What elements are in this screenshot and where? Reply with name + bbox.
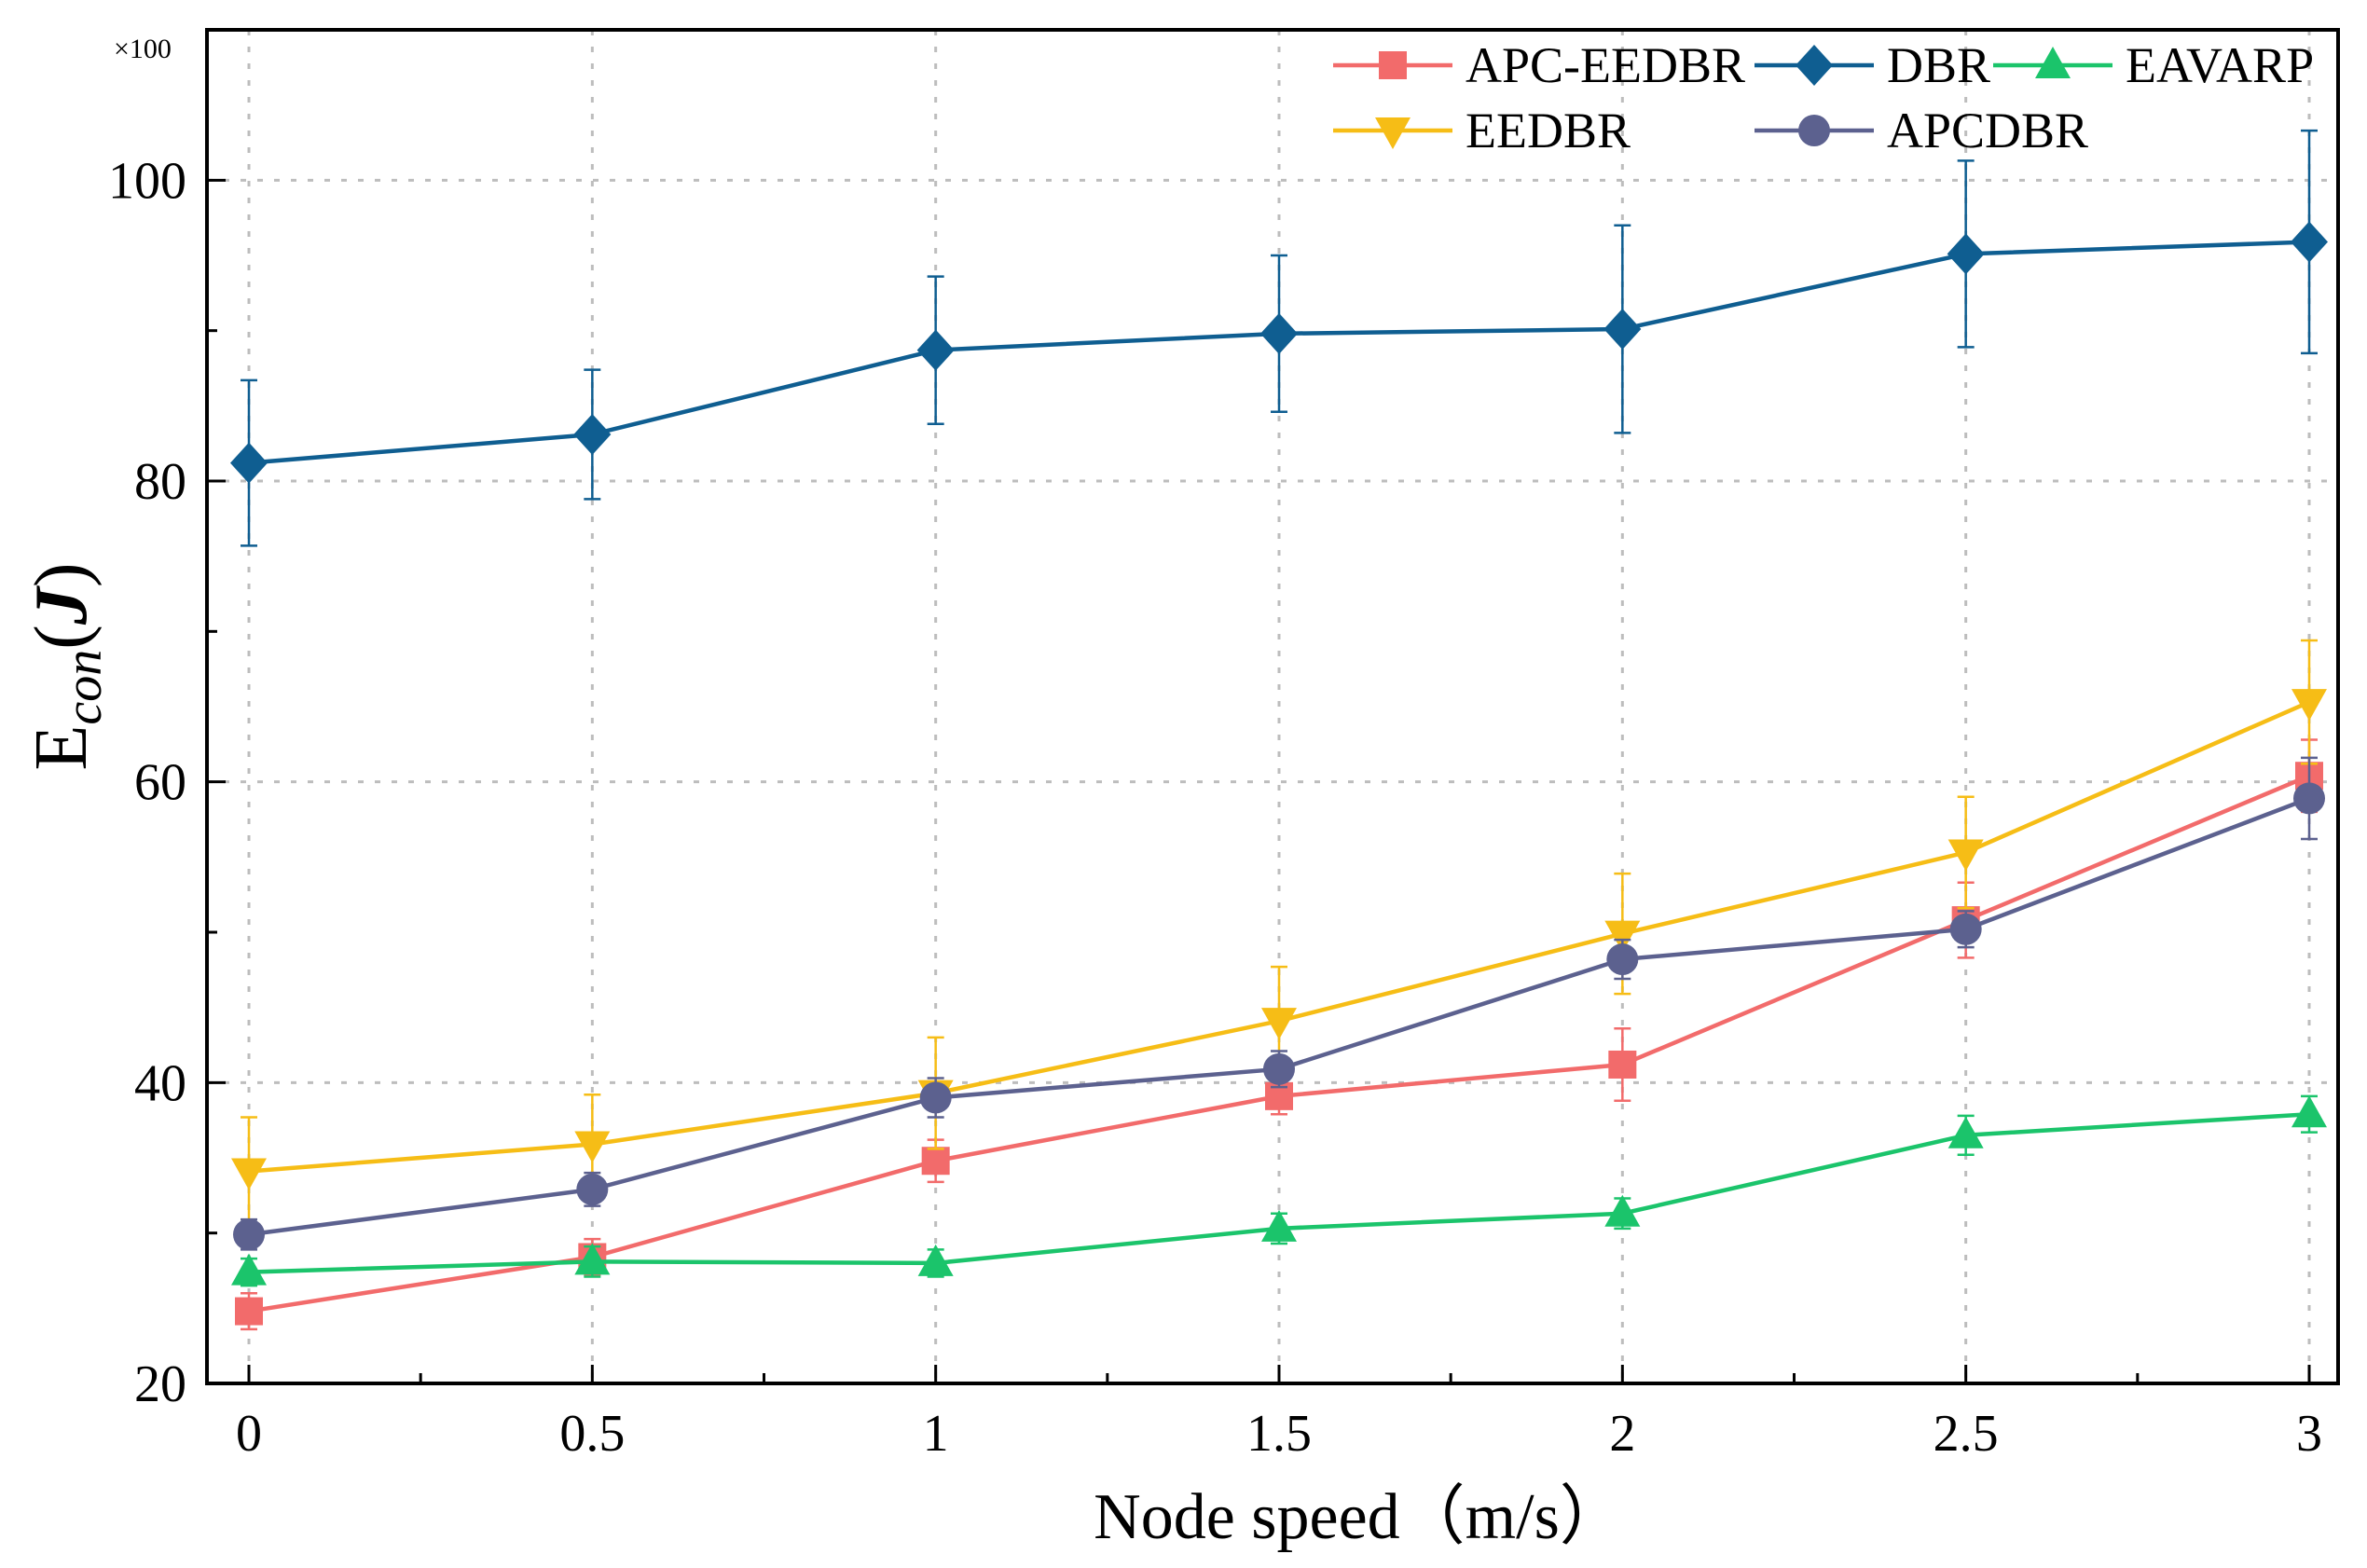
- legend-label: APCDBR: [1887, 103, 2088, 158]
- y-tick-label: 40: [134, 1054, 186, 1112]
- plot-frame: [205, 28, 2340, 1385]
- y-tick-label: 60: [134, 754, 186, 812]
- data-point: [916, 329, 955, 371]
- data-point: [573, 413, 612, 455]
- legend: APC-EEDBR DBR EAVARP EEDBR APCDBR: [1333, 37, 2314, 158]
- axis-layer: ×100 Node speed（m/s） Econ(J) 0 0.5 1 1.5 2 2.…: [21, 34, 2322, 1553]
- data-point: [2291, 1095, 2327, 1128]
- data-point: [1260, 312, 1298, 354]
- data-point: [1261, 1008, 1297, 1040]
- series-layer: [230, 129, 2328, 1331]
- legend-label: EEDBR: [1466, 103, 1631, 158]
- y-axis-title-open-paren: (: [21, 625, 103, 650]
- data-point: [1603, 309, 1642, 351]
- x-tick-label: 0.5: [559, 1405, 625, 1463]
- legend-swatch-marker: [1798, 115, 1830, 146]
- data-point: [1261, 1209, 1297, 1242]
- data-point: [574, 1243, 611, 1275]
- x-tick-label: 2: [1609, 1405, 1635, 1463]
- legend-item: APCDBR: [1755, 103, 2088, 158]
- data-point: [1949, 913, 1982, 945]
- plot-area-border: [205, 28, 2340, 1385]
- data-point: [2291, 221, 2328, 263]
- data-point: [233, 1218, 265, 1251]
- data-point: [1947, 233, 1985, 275]
- legend-label: DBR: [1887, 37, 1990, 93]
- data-point: [2291, 689, 2327, 722]
- data-point: [921, 1147, 950, 1176]
- data-point: [919, 1081, 952, 1114]
- legend-swatch-marker: [1375, 117, 1411, 149]
- y-axis-title-subscript: con: [55, 650, 113, 725]
- legend-label: APC-EEDBR: [1466, 37, 1745, 93]
- series-eavarp: [231, 1094, 2327, 1287]
- data-point: [2293, 782, 2325, 815]
- data-point: [231, 1253, 267, 1286]
- legend-item: DBR: [1755, 37, 1990, 93]
- y-tick-label: 100: [108, 152, 186, 210]
- y-axis-title-close-paren: ): [21, 562, 103, 587]
- series-dbr: [230, 129, 2328, 547]
- y-axis-multiplier: ×100: [114, 34, 172, 64]
- x-tick-label: 1.5: [1246, 1405, 1312, 1463]
- data-point: [1947, 839, 1984, 872]
- y-axis-title-main: E: [21, 725, 103, 771]
- data-point: [1263, 1052, 1295, 1085]
- x-tick-label: 2.5: [1934, 1405, 1999, 1463]
- data-point: [231, 1158, 267, 1190]
- data-point: [235, 1297, 263, 1326]
- data-point: [1606, 943, 1639, 976]
- legend-label: EAVARP: [2126, 37, 2314, 93]
- data-point: [230, 442, 268, 484]
- x-tick-label: 3: [2296, 1405, 2322, 1463]
- data-point: [576, 1173, 609, 1205]
- y-axis-title: Econ(J): [21, 562, 113, 770]
- legend-item: APC-EEDBR: [1333, 37, 1745, 93]
- data-point: [1608, 1050, 1637, 1079]
- data-point: [574, 1131, 611, 1163]
- data-point: [1604, 920, 1641, 953]
- legend-swatch-marker: [2035, 47, 2071, 78]
- data-point: [917, 1244, 954, 1276]
- x-axis-title: Node speed（m/s）: [1094, 1481, 1625, 1553]
- x-tick-label: 0: [236, 1405, 262, 1463]
- data-point: [1604, 1194, 1641, 1227]
- x-tick-label: 1: [923, 1405, 949, 1463]
- data-point: [1947, 1116, 1984, 1148]
- y-axis-title-unit: J: [21, 585, 103, 626]
- series-apcdbr: [233, 756, 2325, 1251]
- grid-layer: [207, 30, 2338, 1383]
- legend-item: EAVARP: [1993, 37, 2314, 93]
- y-tick-label: 80: [134, 453, 186, 511]
- legend-swatch-marker: [1796, 45, 1833, 86]
- legend-swatch-marker: [1379, 51, 1407, 79]
- legend-item: EEDBR: [1333, 103, 1631, 158]
- y-tick-label: 20: [134, 1355, 186, 1413]
